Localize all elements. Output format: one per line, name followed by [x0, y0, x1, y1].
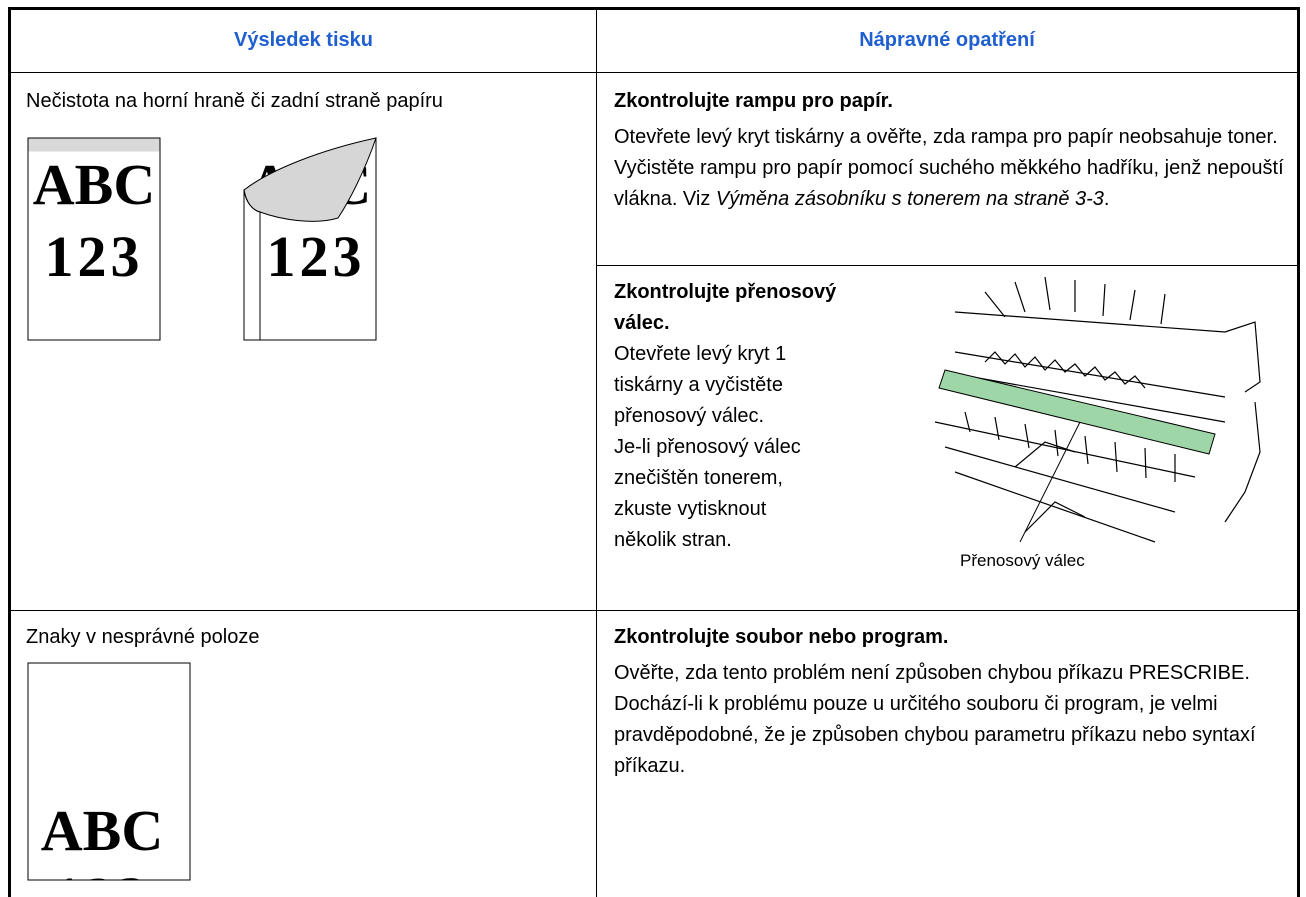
action-text: Otevřete levý kryt tiskárny a ověřte, zd… — [614, 122, 1284, 215]
problem-text: Znaky v nesprávné poloze — [26, 626, 260, 648]
paper-text: 123 — [53, 865, 152, 881]
table-border-left — [8, 7, 11, 897]
subrow-divider — [596, 265, 1300, 266]
column-divider — [596, 7, 597, 897]
action-title: Zkontrolujte rampu pro papír. — [614, 90, 893, 112]
column-header: Nápravné opatření — [859, 28, 1035, 51]
header-divider — [8, 72, 1300, 73]
paper — [27, 137, 161, 341]
action-text: Otevřete levý kryt 1 tiskárny a vyčistět… — [614, 343, 787, 427]
paper — [27, 662, 191, 881]
action-title: Zkontrolujte přenosový válec. — [614, 281, 837, 334]
figure-caption: Přenosový válec — [960, 551, 1085, 570]
row-divider — [8, 610, 1300, 611]
paper-text: ABC — [41, 798, 163, 863]
action-text: Je-li přenosový válec znečištěn tonerem,… — [614, 436, 801, 551]
action-title: Zkontrolujte soubor nebo program. — [614, 626, 949, 648]
problem-text: Nečistota na horní hraně či zadní straně… — [26, 90, 443, 112]
cross-reference: Výměna zásobníku s tonerem na straně 3-3 — [715, 188, 1104, 210]
transfer-roller — [938, 369, 1216, 455]
paper-text: 123 — [267, 224, 366, 289]
paper-text: ABC — [33, 152, 155, 217]
table-border-right — [1297, 7, 1300, 897]
toner-stain — [28, 138, 160, 152]
callout-line — [1019, 421, 1081, 543]
punctuation: . — [1103, 188, 1110, 210]
paper-illustration: ABC 123 — [27, 662, 191, 881]
action-text: Ověřte, zda tento problém není způsoben … — [614, 662, 1256, 777]
paper-text: 123 — [45, 224, 144, 289]
column-header: Výsledek tisku — [234, 28, 373, 51]
action-body: Otevřete levý kryt tiskárny a ověřte, zd… — [614, 126, 1284, 210]
roller-illustration — [934, 276, 1261, 543]
table-border-top — [8, 7, 1300, 10]
paper-illustrations: ABC 123 ABC 123 — [27, 137, 377, 341]
paper-edge — [243, 189, 261, 340]
